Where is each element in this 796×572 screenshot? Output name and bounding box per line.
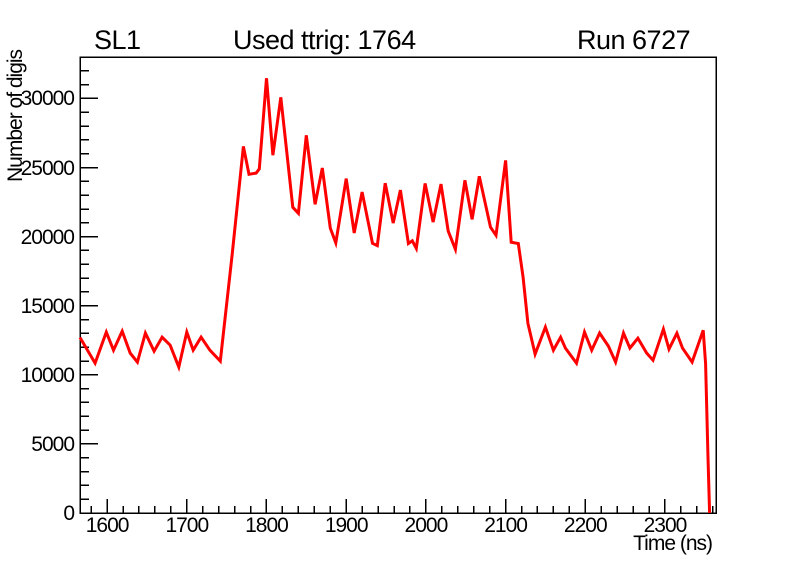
y-tick-label: 0 <box>63 502 75 525</box>
x-tick-label: 1900 <box>324 514 369 537</box>
run-number-label: Run 6727 <box>577 25 691 55</box>
y-tick-label: 10000 <box>20 363 75 387</box>
x-tick-label: 1600 <box>85 514 130 537</box>
y-tick-label: 20000 <box>20 225 75 249</box>
y-tick-label: 25000 <box>20 156 75 180</box>
y-tick-label: 5000 <box>31 432 75 456</box>
x-tick-label: 2200 <box>563 514 608 537</box>
y-tick-label: 30000 <box>20 87 75 111</box>
x-tick-label: 2000 <box>404 514 449 537</box>
plot-title: Used ttrig: 1764 <box>233 25 416 55</box>
y-tick-label: 15000 <box>20 294 75 318</box>
x-tick-label: 1700 <box>165 514 209 537</box>
x-tick-label: 2100 <box>484 514 528 537</box>
time-box-line <box>78 78 712 514</box>
x-axis-title: Time (ns) <box>633 532 713 555</box>
x-tick-label: 1800 <box>245 514 289 537</box>
x-tick-label: 2300 <box>643 514 688 537</box>
superlayer-label: SL1 <box>94 25 141 55</box>
plot-frame <box>79 56 717 514</box>
